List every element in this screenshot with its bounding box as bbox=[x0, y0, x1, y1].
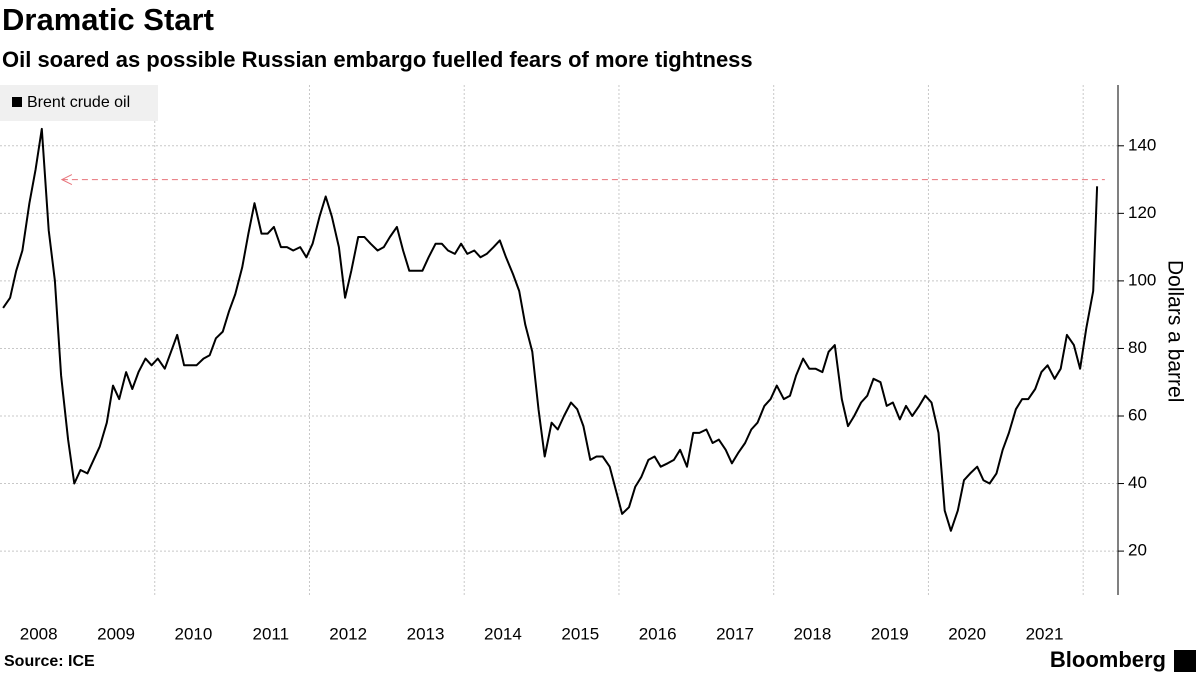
x-tick-label: 2011 bbox=[253, 624, 290, 643]
brand-icon bbox=[1174, 650, 1196, 672]
x-tick-label: 2019 bbox=[871, 624, 909, 643]
source: Source: ICE bbox=[4, 653, 95, 670]
x-tick-label: 2021 bbox=[1026, 624, 1064, 643]
legend-swatch bbox=[12, 97, 22, 107]
y-tick-label: 80 bbox=[1128, 338, 1147, 357]
reference-arrow bbox=[60, 174, 73, 186]
x-tick-label: 2017 bbox=[716, 624, 754, 643]
x-tick-label: 2008 bbox=[20, 624, 58, 643]
y-tick-label: 40 bbox=[1128, 473, 1147, 492]
legend-label: Brent crude oil bbox=[27, 94, 130, 111]
y-axis-label: Dollars a barrel bbox=[1163, 260, 1186, 402]
series-line bbox=[2, 127, 1099, 532]
y-tick-label: 60 bbox=[1128, 405, 1147, 424]
chart-title: Dramatic Start bbox=[2, 2, 214, 37]
x-tick-label: 2014 bbox=[484, 624, 522, 643]
y-tick-label: 140 bbox=[1128, 135, 1156, 154]
brand: Bloomberg bbox=[1050, 647, 1166, 672]
x-tick-label: 2012 bbox=[329, 624, 367, 643]
x-tick-label: 2016 bbox=[639, 624, 677, 643]
x-tick-label: 2013 bbox=[407, 624, 445, 643]
legend-box bbox=[0, 85, 158, 121]
x-tick-label: 2020 bbox=[948, 624, 986, 643]
legend: Brent crude oil bbox=[0, 85, 158, 121]
x-tick-label: 2015 bbox=[561, 624, 599, 643]
x-tick-label: 2010 bbox=[175, 624, 213, 643]
chart-subtitle: Oil soared as possible Russian embargo f… bbox=[2, 47, 753, 72]
x-tick-label: 2018 bbox=[793, 624, 831, 643]
y-tick-label: 20 bbox=[1128, 541, 1147, 560]
y-tick-label: 120 bbox=[1128, 203, 1156, 222]
y-tick-label: 100 bbox=[1128, 270, 1156, 289]
x-tick-label: 2009 bbox=[97, 624, 135, 643]
